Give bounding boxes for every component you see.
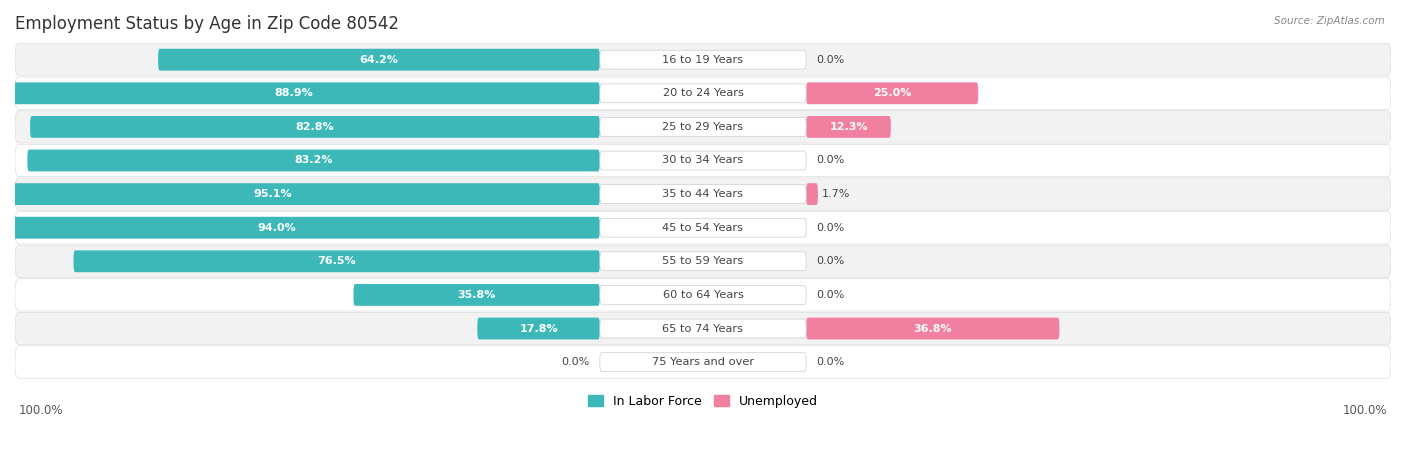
FancyBboxPatch shape <box>477 318 600 340</box>
FancyBboxPatch shape <box>0 183 600 205</box>
Text: 76.5%: 76.5% <box>318 256 356 266</box>
FancyBboxPatch shape <box>30 116 600 138</box>
Text: 16 to 19 Years: 16 to 19 Years <box>662 55 744 64</box>
Text: 0.0%: 0.0% <box>817 55 845 64</box>
Text: 0.0%: 0.0% <box>817 223 845 233</box>
FancyBboxPatch shape <box>15 111 1391 143</box>
Text: Employment Status by Age in Zip Code 80542: Employment Status by Age in Zip Code 805… <box>15 15 399 33</box>
Text: 82.8%: 82.8% <box>295 122 335 132</box>
FancyBboxPatch shape <box>15 212 1391 244</box>
FancyBboxPatch shape <box>600 218 806 237</box>
Text: 88.9%: 88.9% <box>274 88 314 98</box>
FancyBboxPatch shape <box>600 185 806 203</box>
Text: 100.0%: 100.0% <box>18 404 63 417</box>
Text: 35 to 44 Years: 35 to 44 Years <box>662 189 744 199</box>
Text: 75 Years and over: 75 Years and over <box>652 357 754 367</box>
FancyBboxPatch shape <box>15 245 1391 277</box>
Text: 1.7%: 1.7% <box>821 189 849 199</box>
FancyBboxPatch shape <box>0 217 600 239</box>
FancyBboxPatch shape <box>600 319 806 338</box>
Text: 0.0%: 0.0% <box>561 357 589 367</box>
Text: Source: ZipAtlas.com: Source: ZipAtlas.com <box>1274 16 1385 26</box>
Text: 30 to 34 Years: 30 to 34 Years <box>662 156 744 166</box>
FancyBboxPatch shape <box>27 150 600 171</box>
FancyBboxPatch shape <box>15 346 1391 378</box>
Text: 55 to 59 Years: 55 to 59 Years <box>662 256 744 266</box>
FancyBboxPatch shape <box>73 250 600 272</box>
Text: 35.8%: 35.8% <box>457 290 496 300</box>
FancyBboxPatch shape <box>600 151 806 170</box>
FancyBboxPatch shape <box>15 279 1391 311</box>
FancyBboxPatch shape <box>157 49 600 71</box>
Text: 65 to 74 Years: 65 to 74 Years <box>662 323 744 333</box>
Text: 0.0%: 0.0% <box>817 156 845 166</box>
Text: 0.0%: 0.0% <box>817 256 845 266</box>
FancyBboxPatch shape <box>600 285 806 304</box>
FancyBboxPatch shape <box>15 44 1391 76</box>
Text: 25.0%: 25.0% <box>873 88 911 98</box>
Text: 100.0%: 100.0% <box>1343 404 1388 417</box>
FancyBboxPatch shape <box>600 118 806 136</box>
Text: 25 to 29 Years: 25 to 29 Years <box>662 122 744 132</box>
FancyBboxPatch shape <box>15 313 1391 345</box>
Text: 12.3%: 12.3% <box>830 122 868 132</box>
FancyBboxPatch shape <box>15 178 1391 210</box>
Text: 95.1%: 95.1% <box>253 189 292 199</box>
FancyBboxPatch shape <box>806 83 979 104</box>
Text: 64.2%: 64.2% <box>360 55 398 64</box>
Text: 0.0%: 0.0% <box>817 357 845 367</box>
FancyBboxPatch shape <box>15 144 1391 177</box>
FancyBboxPatch shape <box>600 252 806 271</box>
Text: 17.8%: 17.8% <box>519 323 558 333</box>
FancyBboxPatch shape <box>353 284 600 306</box>
Text: 36.8%: 36.8% <box>914 323 952 333</box>
FancyBboxPatch shape <box>600 50 806 69</box>
FancyBboxPatch shape <box>15 77 1391 110</box>
FancyBboxPatch shape <box>600 353 806 372</box>
FancyBboxPatch shape <box>806 318 1059 340</box>
Text: 83.2%: 83.2% <box>294 156 333 166</box>
FancyBboxPatch shape <box>0 83 600 104</box>
Text: 0.0%: 0.0% <box>817 290 845 300</box>
FancyBboxPatch shape <box>806 116 891 138</box>
Legend: In Labor Force, Unemployed: In Labor Force, Unemployed <box>583 390 823 413</box>
Text: 20 to 24 Years: 20 to 24 Years <box>662 88 744 98</box>
Text: 60 to 64 Years: 60 to 64 Years <box>662 290 744 300</box>
Text: 94.0%: 94.0% <box>257 223 295 233</box>
Text: 45 to 54 Years: 45 to 54 Years <box>662 223 744 233</box>
FancyBboxPatch shape <box>806 183 818 205</box>
FancyBboxPatch shape <box>600 84 806 103</box>
